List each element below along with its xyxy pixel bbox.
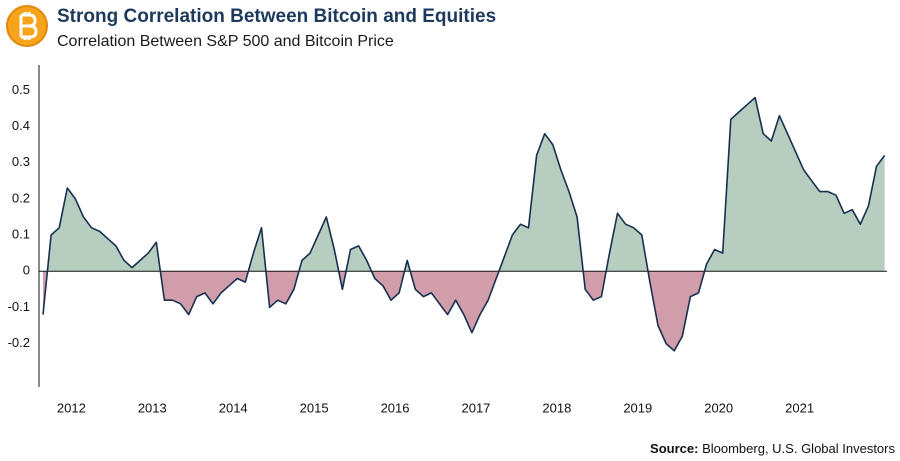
source-label: Source: — [650, 441, 698, 456]
positive-area — [47, 97, 885, 272]
y-tick-label: -0.1 — [8, 299, 30, 314]
y-tick-label: 0.5 — [12, 82, 30, 97]
chart-title: Strong Correlation Between Bitcoin and E… — [57, 6, 496, 27]
coin-symbol — [19, 12, 38, 40]
y-tick-label: 0.3 — [12, 154, 30, 169]
x-tick-label: 2012 — [57, 400, 86, 415]
x-tick-label: 2018 — [542, 400, 571, 415]
y-tick-label: 0.2 — [12, 190, 30, 205]
chart-subtitle: Correlation Between S&P 500 and Bitcoin … — [57, 33, 394, 50]
x-tick-label: 2015 — [300, 400, 329, 415]
correlation-line — [42, 96, 886, 352]
x-tick-label: 2017 — [461, 400, 490, 415]
y-tick-label: 0 — [23, 263, 30, 278]
x-tick-label: 2020 — [704, 400, 733, 415]
y-tick-label: 0.4 — [12, 118, 30, 133]
negative-area — [43, 271, 885, 351]
y-tick-label: 0.1 — [12, 226, 30, 241]
x-tick-label: 2021 — [785, 400, 814, 415]
x-tick-label: 2013 — [138, 400, 167, 415]
x-tick-label: 2016 — [381, 400, 410, 415]
y-tick-label: -0.2 — [8, 335, 30, 350]
source: Source: Bloomberg, U.S. Global Investors — [650, 441, 895, 456]
source-text: Bloomberg, U.S. Global Investors — [702, 441, 895, 456]
x-tick-label: 2019 — [623, 400, 652, 415]
bitcoin-icon — [6, 5, 48, 47]
x-tick-label: 2014 — [219, 400, 248, 415]
